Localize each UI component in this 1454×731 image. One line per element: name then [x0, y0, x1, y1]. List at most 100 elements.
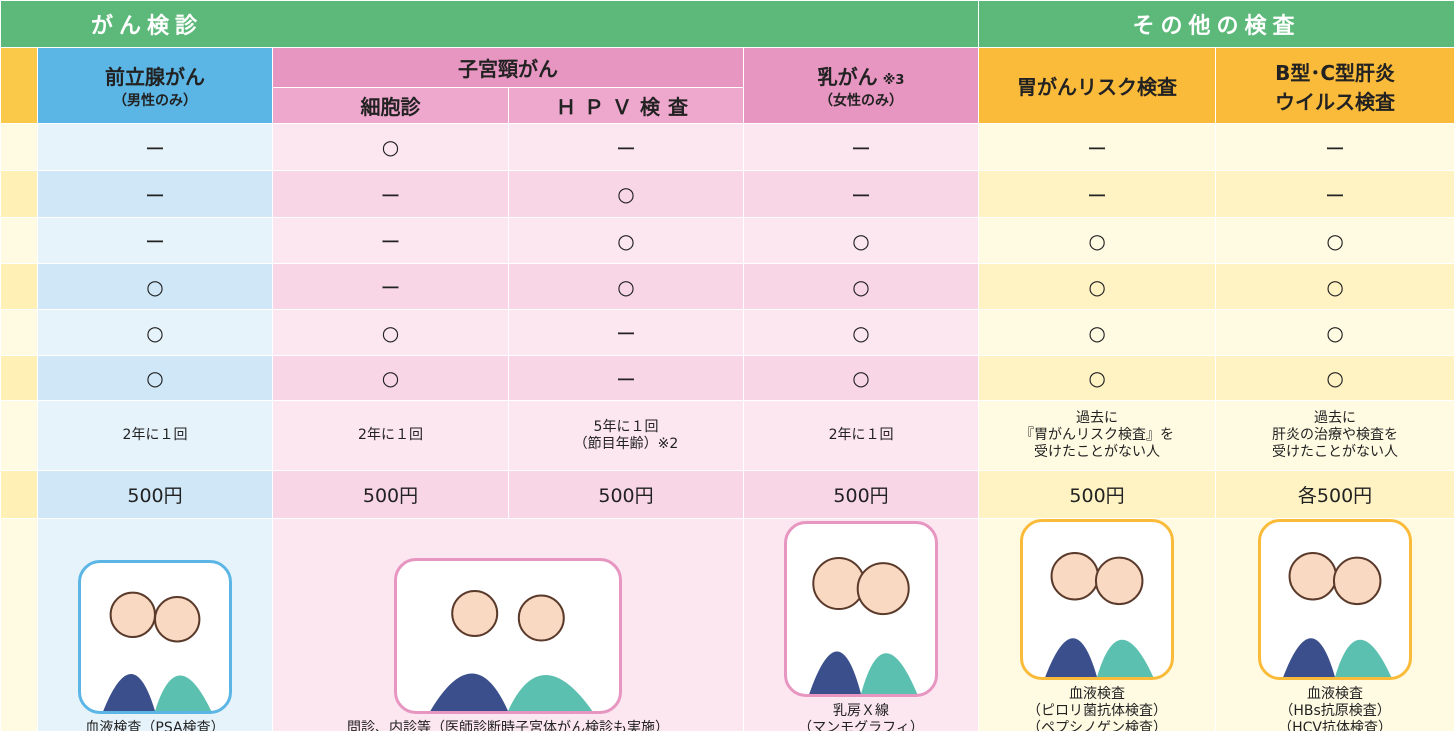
frequency-text: 2年に１回	[358, 427, 423, 443]
frequency-cell: 2年に１回	[272, 400, 509, 471]
stub	[0, 217, 38, 264]
row: 500円 500円 500円 500円 500円 各500円	[0, 470, 1454, 519]
cell: ○	[37, 355, 273, 401]
sub-header: 細胞診	[272, 87, 509, 124]
cell: ○	[978, 309, 1217, 356]
cell: ○	[1215, 309, 1454, 356]
row: ー ○ ーーーー	[0, 123, 1454, 171]
cell: ○	[272, 309, 509, 356]
frequency-text: （節目年齢）※2	[573, 435, 679, 452]
caption: 血液検査（PSA検査）	[85, 720, 225, 731]
caption: （ピロリ菌抗体検査）	[1027, 703, 1168, 719]
caption: 問診、内診等（医師診断時子宮体がん検診も実施）	[347, 720, 669, 731]
person-head	[1332, 556, 1382, 606]
column-name: 乳がん	[817, 65, 878, 89]
cell: ー	[272, 217, 509, 264]
illustration	[78, 560, 232, 714]
cell: ○	[508, 170, 744, 218]
frequency-cell: 過去に 『胃がんリスク検査』を 受けたことがない人	[978, 400, 1217, 471]
cell: ○	[508, 217, 744, 264]
frequency-text: 肝炎の治療や検査を	[1272, 427, 1399, 443]
group-header: がん検診	[0, 0, 980, 48]
illustration-cell: 血液検査（PSA検査）	[37, 518, 273, 731]
cell: ー	[1215, 170, 1454, 218]
row: ○ ○ ー ○ ○ ○	[0, 355, 1454, 401]
illustration-cell: 問診、内診等（医師診断時子宮体がん検診も実施）	[272, 518, 744, 731]
frequency-text: 5年に１回	[593, 418, 659, 435]
caption: 血液検査	[1307, 686, 1364, 702]
cell: ー	[508, 309, 744, 356]
column-name: 前立腺がん	[105, 65, 205, 89]
caption: （HBs抗原検査）	[1279, 703, 1391, 719]
group-header: その他の検査	[978, 0, 1454, 48]
figure	[809, 557, 918, 694]
person-body	[861, 653, 918, 694]
stub	[0, 309, 38, 356]
stub	[0, 355, 38, 401]
row: ○ ー ○ ○ ○ ○	[0, 263, 1454, 310]
person-body	[155, 675, 212, 711]
cell: ー	[1215, 123, 1454, 171]
frequency-cell: 過去に 肝炎の治療や検査を 受けたことがない人	[1215, 400, 1454, 471]
frequency-text: 2年に１回	[828, 427, 894, 443]
row: ーー ○ ーーー	[0, 170, 1454, 218]
illustration	[1020, 519, 1175, 680]
frequency-text: 受けたことがない人	[1034, 444, 1161, 460]
cell: ー	[272, 170, 509, 218]
cell: ○	[742, 263, 980, 310]
cell: ー	[37, 170, 273, 218]
frequency-text: 過去に	[1314, 410, 1357, 426]
column-mark: ※3	[882, 73, 905, 88]
frequency-cell: 5年に１回 （節目年齢）※2	[508, 400, 744, 471]
frequency-text: 2年に１回	[122, 427, 188, 443]
row: 2年に１回 2年に１回 5年に１回 （節目年齢）※2 2年に１回 過去に 『胃がんリスク検査…	[0, 400, 1454, 471]
column-name: ウイルス検査	[1275, 89, 1396, 114]
cell: ー	[508, 355, 744, 401]
cell: ○	[1215, 263, 1454, 310]
stub	[0, 518, 38, 731]
person-body	[1335, 639, 1392, 677]
person-body	[430, 673, 508, 711]
stub	[0, 263, 38, 310]
person-head	[451, 590, 499, 637]
caption: 乳房Ｘ線	[833, 703, 890, 719]
person-body	[809, 651, 862, 694]
cell: ー	[742, 123, 980, 171]
person-head	[517, 594, 565, 642]
frequency-text: 受けたことがない人	[1272, 444, 1399, 460]
person-body	[1097, 639, 1154, 677]
cell: ー	[978, 123, 1217, 171]
person-head	[1094, 556, 1144, 606]
row: ○ ○ ー ○ ○ ○	[0, 309, 1454, 356]
stub	[0, 400, 38, 471]
stub	[0, 170, 38, 218]
cell: ○	[1215, 355, 1454, 401]
person-head	[856, 562, 910, 616]
cell: ○	[742, 355, 980, 401]
figure	[1283, 552, 1392, 677]
column-note: （男性のみ）	[113, 93, 197, 109]
cell: ー	[37, 123, 273, 171]
cell: ○	[272, 355, 509, 401]
person-head	[812, 557, 866, 610]
person-head	[1288, 552, 1338, 601]
figure	[1045, 552, 1154, 677]
row: 血液検査（PSA検査） 問診、内診等（医師診断時子宮体がん検診も実施） 乳房Ｘ線…	[0, 518, 1454, 731]
cell: ○	[978, 355, 1217, 401]
row: ーー ○ ○ ○ ○	[0, 217, 1454, 264]
caption: 血液検査	[1069, 686, 1126, 702]
price: 500円	[978, 470, 1217, 519]
caption: （ペプシノゲン検査）	[1027, 720, 1168, 731]
cell: ー	[508, 123, 744, 171]
cell: ー	[37, 217, 273, 264]
column-note: （女性のみ）	[819, 93, 904, 109]
cell: ○	[1215, 217, 1454, 264]
sub-header: ＨＰＶ検査	[508, 87, 744, 124]
figure	[430, 590, 593, 711]
price: 500円	[37, 470, 273, 519]
caption: （HCV抗体検査）	[1278, 720, 1392, 731]
illustration-cell: 血液検査 （HBs抗原検査） （HCV抗体検査）	[1215, 518, 1454, 731]
price: 500円	[508, 470, 744, 519]
stub	[0, 470, 38, 519]
